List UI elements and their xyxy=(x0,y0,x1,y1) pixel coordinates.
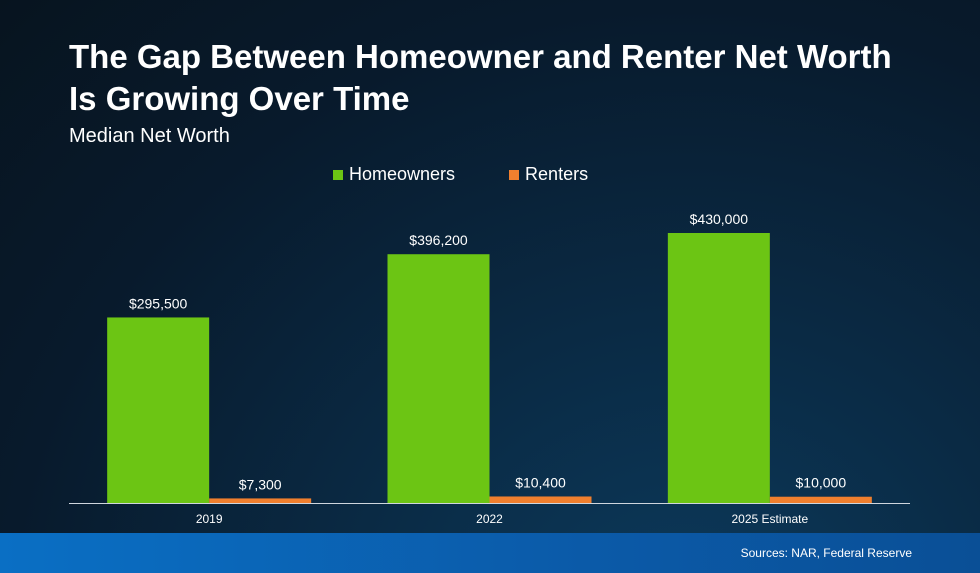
chart-title: The Gap Between Homeowner and Renter Net… xyxy=(69,38,892,117)
chart-subtitle: Median Net Worth xyxy=(69,125,230,147)
data-label-renters-0: $7,300 xyxy=(239,476,282,492)
data-label-homeowners-0: $295,500 xyxy=(129,295,188,311)
legend-label-homeowners: Homeowners xyxy=(349,164,456,184)
x-tick-label-0: 2019 xyxy=(196,512,223,526)
bar-homeowners-0 xyxy=(107,317,210,503)
legend-swatch-renters xyxy=(509,169,520,180)
data-label-renters-2: $10,000 xyxy=(796,475,847,491)
legend: Homeowners Renters xyxy=(333,164,642,185)
bar-renters-0 xyxy=(209,498,312,503)
x-tick-label-1: 2022 xyxy=(476,512,503,526)
bar-homeowners-2 xyxy=(667,233,770,503)
bar-homeowners-1 xyxy=(387,254,490,503)
bar-chart: $295,500 $7,300 2019 $396,200 $10,400 2022 $43… xyxy=(69,211,910,526)
x-tick-label-2: 2025 Estimate xyxy=(731,512,808,526)
bar-renters-1 xyxy=(489,496,592,503)
legend-swatch-homeowners xyxy=(333,169,343,180)
data-label-renters-1: $10,400 xyxy=(515,474,566,490)
legend-item-renters: Renters xyxy=(509,164,588,185)
legend-item-homeowners: Homeowners xyxy=(333,164,455,185)
data-label-homeowners-1: $396,200 xyxy=(409,232,468,248)
bar-renters-2 xyxy=(769,496,872,503)
footer-bar: Sources: NAR, Federal Reserve xyxy=(0,533,980,573)
source-note: Sources: NAR, Federal Reserve xyxy=(740,546,912,560)
legend-label-renters: Renters xyxy=(525,164,589,184)
data-label-homeowners-2: $430,000 xyxy=(690,211,749,227)
